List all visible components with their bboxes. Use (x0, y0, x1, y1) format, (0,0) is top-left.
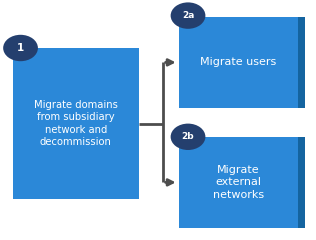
Text: 1: 1 (17, 43, 24, 53)
Circle shape (171, 2, 205, 29)
Text: 2a: 2a (182, 11, 194, 20)
Circle shape (171, 124, 205, 150)
Text: Migrate users: Migrate users (200, 57, 276, 67)
Text: Migrate domains
from subsidiary
network and
decommission: Migrate domains from subsidiary network … (34, 100, 118, 147)
FancyBboxPatch shape (179, 137, 305, 228)
Text: Migrate
external
networks: Migrate external networks (213, 165, 264, 200)
Circle shape (3, 35, 38, 61)
FancyBboxPatch shape (298, 137, 305, 228)
Text: 2b: 2b (182, 132, 194, 141)
FancyBboxPatch shape (179, 17, 305, 108)
FancyBboxPatch shape (298, 17, 305, 108)
FancyBboxPatch shape (13, 48, 139, 199)
